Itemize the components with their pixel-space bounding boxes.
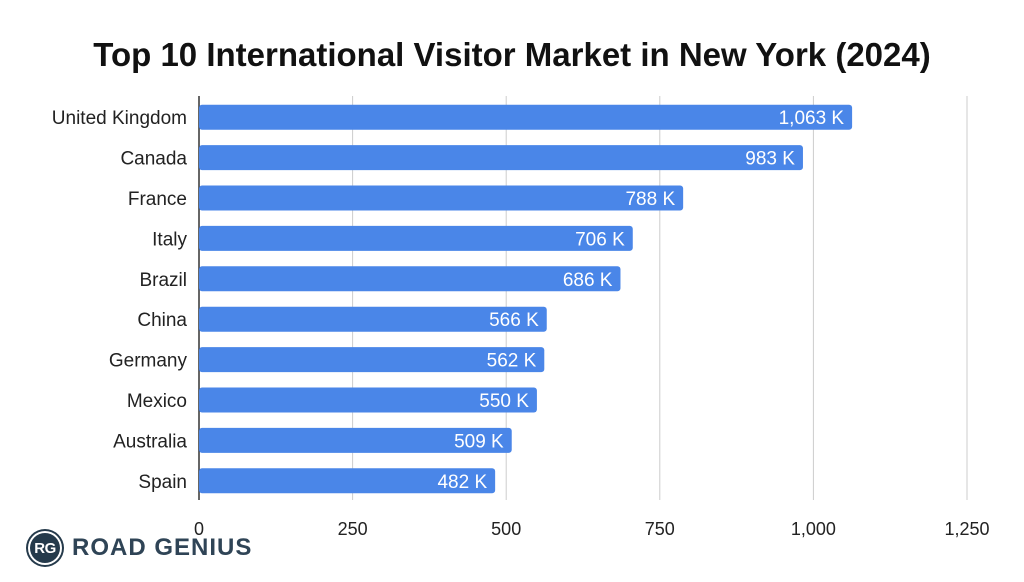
category-label: Mexico	[127, 391, 187, 412]
data-label: 562 K	[487, 351, 537, 372]
x-tick-label: 0	[194, 519, 204, 539]
bars	[199, 104, 853, 494]
data-label: 566 K	[489, 310, 539, 331]
x-tick-labels: 0 250 500 750 1,000 1,250	[194, 519, 990, 539]
bar	[199, 104, 853, 130]
data-label: 788 K	[625, 189, 675, 210]
data-label: 686 K	[563, 270, 613, 291]
data-label: 1,063 K	[779, 108, 845, 129]
category-label: Germany	[109, 351, 188, 372]
data-label: 550 K	[479, 391, 529, 412]
road-genius-logo: RG ROAD GENIUS	[28, 530, 252, 566]
x-tick-label: 500	[491, 519, 521, 539]
category-label: Brazil	[139, 270, 187, 291]
bar	[199, 347, 545, 373]
x-tick-label: 1,250	[944, 519, 989, 539]
data-label: 983 K	[745, 149, 795, 170]
category-label: Italy	[152, 229, 187, 250]
logo-badge-icon: RG	[28, 531, 62, 565]
bar	[199, 387, 537, 413]
bar	[199, 145, 803, 171]
bar	[199, 225, 633, 251]
category-label: France	[128, 189, 187, 210]
category-label: United Kingdom	[52, 108, 187, 129]
data-label: 706 K	[575, 229, 625, 250]
bar	[199, 266, 621, 292]
bar	[199, 185, 684, 211]
category-label: Australia	[113, 431, 187, 452]
logo-text: ROAD GENIUS	[72, 534, 253, 561]
data-label: 509 K	[454, 431, 504, 452]
bar	[199, 306, 547, 332]
category-label: Canada	[120, 149, 187, 170]
category-label: China	[137, 310, 187, 331]
bar	[199, 468, 496, 494]
category-labels: United Kingdom Canada France Italy Brazil Chi…	[52, 108, 188, 493]
x-tick-label: 750	[645, 519, 675, 539]
x-tick-label: 250	[338, 519, 368, 539]
bar	[199, 427, 512, 453]
chart-title: Top 10 International Visitor Market in N…	[93, 36, 931, 73]
data-label: 482 K	[437, 472, 487, 493]
x-tick-label: 1,000	[791, 519, 836, 539]
category-label: Spain	[138, 472, 187, 493]
